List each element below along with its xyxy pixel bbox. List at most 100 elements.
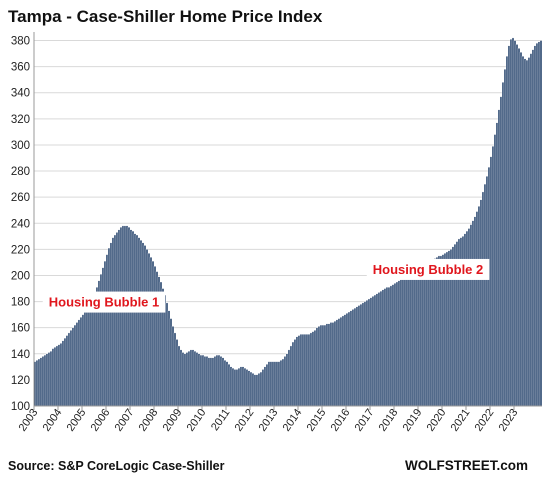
bar: [217, 354, 221, 407]
bar: [341, 315, 345, 407]
bar: [193, 351, 197, 407]
bar: [215, 354, 219, 407]
bar: [233, 369, 237, 407]
bar: [405, 275, 409, 407]
bar: [355, 306, 359, 407]
y-tick-label: 320: [11, 114, 30, 126]
x-tick-label: 2023: [497, 407, 521, 434]
bar: [325, 323, 329, 407]
bar: [433, 258, 437, 407]
x-tick-label: 2018: [377, 407, 401, 434]
bar: [139, 240, 143, 407]
bar: [327, 323, 331, 407]
bar: [425, 262, 429, 407]
bar: [515, 44, 519, 407]
bar: [271, 361, 275, 407]
bar: [531, 49, 535, 407]
y-tick-label: 160: [11, 323, 30, 335]
bar: [65, 335, 69, 407]
bar: [169, 318, 173, 407]
x-tick-label: 2017: [353, 407, 377, 434]
annotation-label: Housing Bubble 1: [49, 295, 160, 310]
bar: [393, 283, 397, 407]
annotation-background: [42, 291, 166, 313]
bar: [485, 176, 489, 407]
bar: [387, 287, 391, 407]
bar: [171, 326, 175, 407]
bar: [371, 296, 375, 407]
bar: [117, 229, 121, 407]
bar: [231, 367, 235, 407]
bar: [413, 270, 417, 407]
x-tick-label: 2008: [137, 407, 161, 434]
bar: [103, 260, 107, 407]
bar: [265, 364, 269, 407]
bar: [377, 292, 381, 407]
bar: [195, 352, 199, 407]
bar: [183, 353, 187, 407]
bar: [165, 302, 169, 407]
bar: [145, 249, 149, 407]
bar: [189, 349, 193, 407]
bar: [61, 340, 65, 407]
bar: [245, 369, 249, 407]
bar: [275, 361, 279, 407]
bar: [225, 361, 229, 407]
bar: [347, 311, 351, 407]
bar: [151, 260, 155, 407]
bar: [249, 371, 253, 407]
bar: [427, 260, 431, 407]
bar: [223, 360, 227, 407]
bar: [479, 199, 483, 407]
x-tick-label: 2021: [449, 407, 473, 434]
bar: [539, 40, 543, 407]
bar: [83, 311, 87, 407]
bar: [307, 334, 311, 407]
bar: [317, 326, 321, 407]
x-tick-label: 2009: [161, 407, 185, 434]
bar: [501, 82, 505, 407]
x-tick-label: 2014: [281, 407, 305, 434]
bar: [283, 356, 287, 407]
bar: [197, 353, 201, 407]
bar: [279, 360, 283, 407]
bar: [375, 293, 379, 407]
bar: [333, 320, 337, 407]
bar: [491, 146, 495, 407]
bar: [213, 356, 217, 407]
bar: [409, 272, 413, 407]
y-tick-label: 260: [11, 192, 30, 204]
bar: [45, 353, 49, 407]
bar: [289, 345, 293, 407]
bar: [269, 361, 273, 407]
bar: [329, 322, 333, 407]
axes: [33, 32, 542, 407]
bar: [49, 351, 53, 407]
bar: [303, 334, 307, 407]
bar: [287, 349, 291, 407]
bar: [35, 360, 39, 407]
bar: [85, 309, 89, 407]
bar: [273, 361, 277, 407]
bar: [143, 245, 147, 407]
x-tick-label: 2019: [401, 407, 425, 434]
bar: [125, 225, 129, 407]
bar: [305, 334, 309, 407]
bar: [115, 232, 119, 407]
bar: [507, 45, 511, 407]
bar: [227, 364, 231, 407]
bar: [345, 313, 349, 407]
bar: [191, 349, 195, 407]
bar: [389, 285, 393, 407]
bar: [137, 237, 141, 407]
bar: [87, 306, 91, 407]
bar: [181, 352, 185, 407]
x-tick-label: 2020: [425, 407, 449, 434]
y-axis-ticks: 100 120 140 160 180 200 220 240 260 280 300 320 340 3…: [11, 36, 30, 413]
bar: [101, 267, 105, 407]
bar: [255, 374, 259, 407]
bar: [79, 317, 83, 407]
bar: [309, 332, 313, 407]
bar: [177, 345, 181, 407]
bar: [205, 356, 209, 407]
